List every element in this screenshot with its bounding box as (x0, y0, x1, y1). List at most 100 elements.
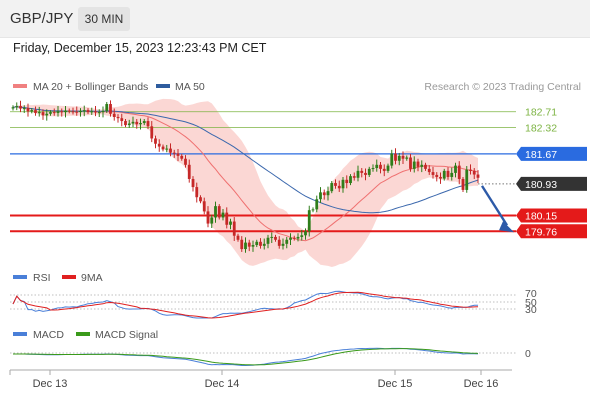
candle-body (416, 161, 420, 167)
candle (22, 105, 26, 113)
candle-body (420, 164, 424, 167)
candle-body (356, 170, 360, 178)
candle (120, 113, 124, 127)
candle-body (442, 170, 446, 179)
candle (356, 165, 360, 182)
candle-body (221, 212, 225, 218)
candle-body (476, 174, 480, 178)
candle-body (427, 168, 431, 173)
candle-body (229, 221, 232, 225)
price-pane-series: 182.71 182.32 181.67 180.93 180.15 179.76 (11, 100, 587, 253)
candle-body (469, 169, 472, 171)
candle-body (439, 176, 442, 179)
candle-body (94, 111, 97, 113)
legend-swatch-macd (13, 332, 27, 336)
candle (64, 106, 67, 118)
candle (142, 119, 146, 126)
timestamp: Friday, December 15, 2023 12:23:43 PM CE… (13, 41, 267, 55)
candle (285, 236, 289, 249)
candle-body (397, 155, 401, 161)
candle (206, 206, 210, 228)
candle-body (75, 111, 79, 113)
candle-body (90, 111, 94, 113)
candle (157, 139, 161, 152)
candle-body (401, 155, 405, 159)
candle-body (30, 110, 34, 112)
candle (326, 186, 330, 201)
candle-body (135, 121, 139, 125)
candle (236, 233, 240, 242)
candle (131, 116, 135, 128)
candle (454, 162, 457, 178)
candle (229, 218, 232, 230)
candle (109, 100, 112, 117)
candle-body (195, 187, 199, 198)
candle-body (45, 113, 49, 116)
x-axis-ticks: Dec 13 Dec 14 Dec 15 Dec 16 (9, 370, 498, 390)
candle-body (244, 242, 247, 250)
candle (311, 207, 315, 213)
candle (86, 108, 90, 115)
candle (292, 235, 296, 241)
candle (221, 208, 225, 221)
candle (75, 106, 79, 116)
candle-body (405, 157, 409, 159)
candle-body (225, 212, 229, 225)
candle-body (281, 243, 285, 246)
candle-body (349, 176, 352, 184)
candle-body (259, 241, 262, 246)
candle (146, 117, 150, 130)
candle-body (180, 155, 184, 159)
candle-body (472, 170, 476, 175)
macd-signal-line (13, 348, 479, 366)
candle-body (34, 110, 37, 113)
candle (439, 172, 442, 184)
candle (416, 158, 420, 172)
candle-body (465, 169, 469, 190)
candle (251, 240, 255, 252)
candle (176, 149, 180, 162)
candle-body (255, 241, 259, 246)
candle-body (157, 143, 161, 147)
candle (150, 121, 154, 143)
candle (424, 162, 427, 171)
candle-body (146, 121, 150, 127)
candle-body (97, 112, 101, 114)
candle (161, 144, 165, 152)
rsi-9ma-line (12, 291, 479, 319)
candle-body (19, 106, 22, 109)
candle (67, 108, 71, 114)
legend-ma20: MA 20 + Bollinger Bands (33, 81, 148, 93)
candle-body (116, 116, 120, 119)
candle (401, 151, 405, 164)
legend-macd-signal: MACD Signal (95, 329, 158, 341)
candle (289, 233, 292, 246)
candle (52, 108, 56, 116)
candle-body (457, 165, 461, 179)
candle (259, 238, 262, 249)
candle (60, 108, 64, 117)
candle-body (454, 165, 457, 173)
candle-body (26, 108, 30, 112)
candle (360, 168, 364, 178)
candle (304, 228, 307, 240)
candle-body (150, 126, 154, 139)
candle-body (311, 209, 315, 211)
candle-body (371, 168, 375, 170)
candle (334, 179, 337, 189)
candle (127, 119, 131, 128)
candle-body (461, 178, 465, 190)
candle (37, 106, 41, 117)
candle (465, 166, 469, 193)
candle-body (307, 210, 311, 232)
candle-body (274, 236, 277, 240)
candle-body (337, 185, 341, 189)
timeframe-button[interactable]: 30 MIN (78, 7, 130, 31)
candle-body (86, 110, 90, 113)
candle (41, 109, 45, 120)
candle (431, 166, 435, 179)
candle-body (101, 110, 105, 113)
candle (255, 239, 259, 248)
candle-body (375, 164, 379, 169)
candle-body (435, 174, 439, 177)
